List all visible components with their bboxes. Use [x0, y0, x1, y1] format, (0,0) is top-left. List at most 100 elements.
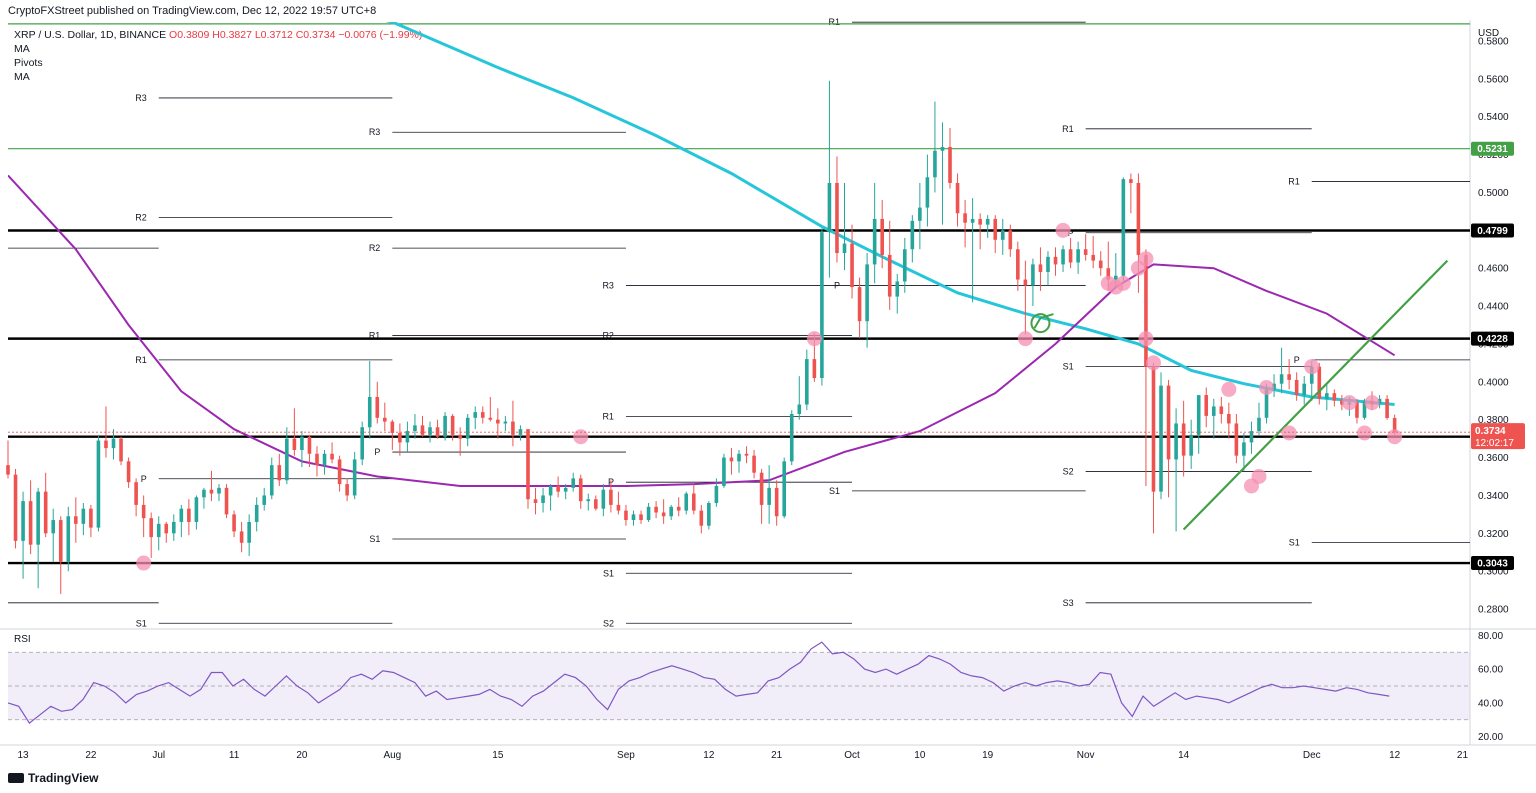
candle-body: [1000, 230, 1005, 240]
candle-body: [789, 414, 794, 462]
level-price-tag-text: 0.4799: [1477, 226, 1508, 237]
candle-body: [1287, 374, 1291, 380]
candle-body: [156, 523, 161, 538]
candle-body: [171, 521, 176, 534]
candle-body: [367, 396, 372, 428]
candle-body: [669, 506, 673, 517]
pivot-label: R1: [602, 411, 614, 421]
candle-body: [141, 504, 146, 519]
candle-body: [413, 425, 417, 432]
pivot-label: S1: [1063, 361, 1074, 371]
candle-body: [51, 520, 56, 534]
pivot-label: S2: [1063, 467, 1074, 477]
candle-body: [352, 459, 357, 496]
pivot-label: S1: [603, 568, 614, 578]
candle-body: [104, 440, 108, 449]
rsi-axis-tick: 60.00: [1478, 665, 1503, 676]
legend-indicator-pivots[interactable]: Pivots: [14, 57, 43, 69]
candle-body: [774, 487, 779, 517]
candle-body: [1129, 179, 1133, 183]
candle-body: [187, 508, 191, 522]
candle-body: [1189, 434, 1193, 456]
candle-body: [262, 495, 267, 505]
candle-body: [383, 417, 387, 422]
candle-body: [1385, 398, 1389, 418]
price-axis-tick: 0.5800: [1478, 36, 1509, 47]
legend-symbol[interactable]: XRP / U.S. Dollar, 1D, BINANCE: [14, 29, 167, 41]
candle-body: [398, 432, 402, 443]
candle-body: [1046, 256, 1050, 272]
candle-body: [948, 146, 952, 183]
price-axis-tick: 0.3600: [1478, 453, 1509, 464]
candle-body: [1159, 385, 1163, 492]
candle-body: [1114, 275, 1118, 280]
legend-indicator-ma-1[interactable]: MA: [14, 43, 30, 55]
candle-body: [1332, 393, 1337, 401]
candle-body: [955, 182, 960, 214]
last-price-value: 0.3734: [1475, 426, 1506, 437]
candle-body: [1362, 400, 1367, 418]
pivot-marker: [1281, 425, 1297, 441]
candle-body: [1174, 423, 1178, 460]
candle-body: [21, 501, 25, 541]
candle-body: [322, 453, 327, 466]
candle-body: [925, 177, 930, 208]
pivot-label: R1: [1288, 176, 1300, 186]
candle-body: [194, 497, 199, 522]
candle-body: [880, 218, 884, 255]
price-axis-tick: 0.4400: [1478, 302, 1509, 313]
candle-body: [443, 415, 447, 437]
candle-body: [420, 425, 425, 435]
time-axis-tick: 15: [492, 750, 504, 761]
candle-body: [1377, 398, 1382, 405]
candle-body: [232, 514, 236, 532]
candle-body: [1098, 260, 1103, 269]
pivot-label: R1: [1062, 124, 1074, 134]
candle-body: [1211, 406, 1216, 416]
candle-body: [691, 493, 696, 511]
candle-body: [699, 510, 704, 526]
pivot-label: P: [141, 474, 147, 484]
rsi-line: [7, 641, 1390, 724]
price-axis-tick: 0.3800: [1478, 415, 1509, 426]
candle-body: [1242, 442, 1246, 456]
candle-body: [202, 489, 206, 498]
pivot-marker: [1356, 425, 1372, 441]
chart-legend: XRP / U.S. Dollar, 1D, BINANCE O0.3809 H…: [14, 28, 422, 84]
legend-indicator-ma-2[interactable]: MA: [14, 71, 30, 83]
level-price-tag: [1471, 223, 1514, 238]
candle-body: [624, 510, 628, 521]
candle-body: [1121, 179, 1126, 276]
candle-body: [1031, 264, 1035, 286]
candle-body: [1264, 389, 1269, 418]
candle-body: [13, 474, 18, 541]
candle-body: [1083, 249, 1088, 255]
candle-body: [217, 487, 221, 494]
time-axis-tick: Jul: [152, 750, 165, 761]
candle-body: [1076, 249, 1080, 263]
pivot-label: R2: [135, 213, 147, 223]
level-price-tag: [1471, 556, 1514, 571]
last-price-tag: [1471, 423, 1525, 450]
candle-body: [1234, 423, 1239, 456]
candle-body: [1144, 254, 1148, 367]
candle-body: [254, 504, 259, 522]
candle-body: [963, 213, 967, 223]
pivot-marker: [1341, 395, 1357, 411]
time-axis-tick: 14: [1178, 750, 1190, 761]
pivot-label: S1: [136, 618, 147, 628]
candle-body: [503, 421, 508, 424]
candle-body: [541, 495, 545, 504]
candle-body: [292, 438, 297, 450]
rsi-axis-tick: 40.00: [1478, 698, 1503, 709]
candle-body: [66, 516, 71, 562]
candle-body: [1151, 366, 1156, 492]
candle-body: [729, 457, 734, 462]
trendline: [1182, 259, 1449, 531]
candle-body: [300, 436, 304, 450]
candle-body: [134, 482, 138, 505]
pivot-marker: [1364, 395, 1380, 411]
candle-body: [1196, 395, 1201, 435]
pivot-label: R3: [602, 280, 614, 290]
